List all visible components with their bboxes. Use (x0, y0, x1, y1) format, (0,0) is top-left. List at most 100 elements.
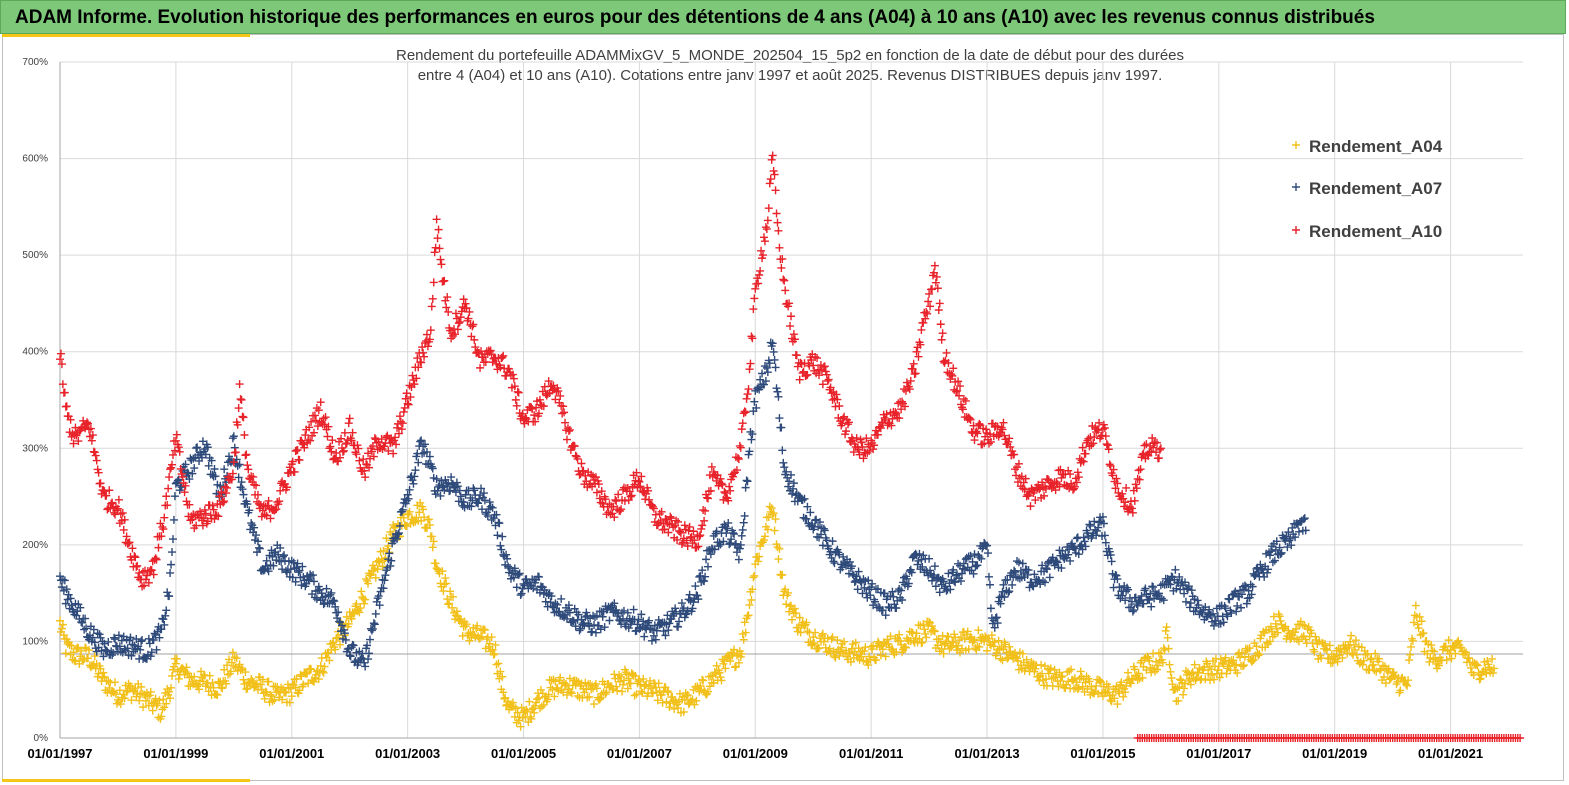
data-point (80, 625, 89, 634)
data-point (971, 644, 980, 653)
data-point (321, 413, 330, 422)
data-point (1454, 636, 1463, 645)
data-point (681, 610, 690, 619)
data-point (264, 677, 273, 686)
data-point (1166, 667, 1175, 676)
data-point (1085, 677, 1094, 686)
data-point (947, 643, 956, 652)
data-point (718, 480, 727, 489)
data-point (992, 613, 1001, 622)
data-point (416, 437, 425, 446)
data-point (772, 384, 781, 393)
data-point (1094, 689, 1103, 698)
data-point (1031, 664, 1040, 673)
data-point (361, 662, 370, 671)
data-point (692, 696, 701, 705)
data-point (596, 498, 605, 507)
data-point (946, 585, 955, 594)
data-point (851, 638, 860, 647)
data-point (1097, 678, 1105, 687)
data-point (587, 470, 596, 479)
data-point (731, 663, 740, 672)
data-point (534, 572, 543, 581)
data-point (550, 608, 559, 617)
data-point (181, 460, 190, 469)
data-point (131, 553, 140, 562)
data-point (1155, 445, 1164, 454)
data-point (208, 501, 217, 510)
data-point (428, 294, 437, 303)
data-point (1411, 601, 1420, 610)
data-point (172, 430, 181, 439)
data-point (661, 631, 670, 640)
data-point (1145, 448, 1154, 457)
data-point (772, 209, 781, 218)
data-point (567, 618, 576, 627)
data-point (142, 571, 151, 580)
data-point (619, 676, 628, 685)
data-point (311, 416, 320, 425)
data-point (981, 540, 990, 549)
data-point (1260, 572, 1269, 581)
data-point (740, 618, 749, 627)
data-point (229, 661, 238, 670)
data-point (827, 389, 836, 398)
data-point (735, 441, 744, 450)
data-point (750, 571, 759, 580)
data-point (909, 359, 918, 368)
data-point (135, 568, 144, 577)
data-point (835, 401, 844, 410)
data-point (207, 456, 216, 465)
data-point (230, 653, 239, 662)
data-point (286, 565, 295, 574)
data-point (279, 552, 288, 561)
data-point (1242, 599, 1251, 608)
data-point (1175, 682, 1184, 691)
data-point (651, 635, 660, 644)
data-point (264, 567, 273, 576)
data-point (842, 427, 851, 436)
data-point (81, 614, 90, 623)
data-point (918, 562, 927, 571)
data-point (513, 387, 522, 396)
data-point (1133, 474, 1142, 483)
data-point (934, 305, 943, 314)
data-point (442, 579, 451, 588)
data-point (66, 594, 75, 603)
data-point (1384, 664, 1393, 673)
data-point (555, 607, 564, 616)
data-point (694, 542, 703, 551)
data-point (898, 596, 907, 605)
data-point (785, 477, 794, 486)
data-point (174, 674, 183, 683)
data-point (734, 658, 743, 667)
data-point (254, 499, 263, 508)
data-point (881, 611, 890, 620)
data-point (59, 631, 68, 640)
data-point (92, 456, 101, 465)
data-point (905, 567, 914, 576)
data-point (237, 478, 246, 487)
data-point (1162, 623, 1171, 632)
data-point (773, 387, 782, 396)
data-point (1472, 660, 1481, 669)
data-point (984, 572, 993, 581)
data-point (440, 580, 449, 589)
data-point (220, 497, 229, 506)
data-point (975, 642, 984, 651)
data-point (166, 465, 175, 474)
data-point (1415, 612, 1424, 621)
data-point (775, 414, 784, 423)
data-point (138, 636, 147, 645)
data-point (1417, 617, 1426, 626)
data-point (144, 634, 153, 643)
data-point (760, 237, 769, 246)
data-point (811, 516, 820, 525)
data-point (993, 619, 1002, 628)
data-point (1152, 657, 1161, 666)
data-point (77, 618, 86, 627)
data-point (195, 685, 204, 694)
data-point (651, 683, 660, 692)
data-point (254, 543, 263, 552)
data-point (1154, 648, 1163, 657)
